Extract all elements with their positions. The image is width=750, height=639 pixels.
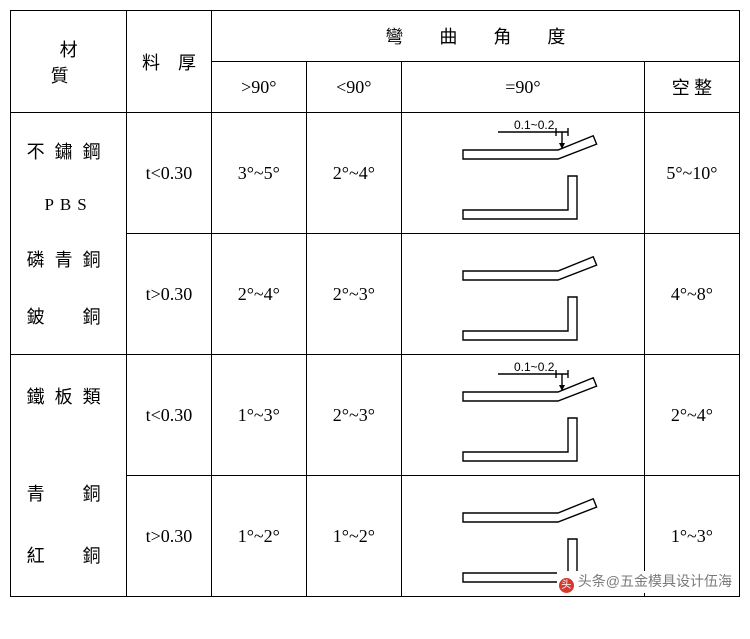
header-material: 材 質: [11, 11, 127, 113]
thickness-cell: t<0.30: [127, 113, 212, 234]
header-col-eq90: =90°: [401, 62, 644, 113]
svg-text:0.1~0.2: 0.1~0.2: [514, 118, 555, 132]
header-thickness: 料 厚: [127, 11, 212, 113]
diagram-cell: 0.1~0.2: [401, 113, 644, 234]
thickness-cell: t>0.30: [127, 476, 212, 597]
material-label: 鐵板類: [11, 383, 126, 409]
watermark-icon: 头: [559, 578, 574, 593]
value-gt90: 1°~3°: [211, 355, 306, 476]
svg-text:0.1~0.2: 0.1~0.2: [514, 360, 555, 374]
value-lt90: 2°~4°: [306, 113, 401, 234]
value-gt90: 3°~5°: [211, 113, 306, 234]
value-lt90: 1°~2°: [306, 476, 401, 597]
thickness-cell: t<0.30: [127, 355, 212, 476]
value-gt90: 1°~2°: [211, 476, 306, 597]
header-col-gt90: >90°: [211, 62, 306, 113]
watermark: 头头条@五金模具设计伍海: [557, 571, 734, 593]
value-lt90: 2°~3°: [306, 234, 401, 355]
value-lt90: 2°~3°: [306, 355, 401, 476]
material-label: 鈹 銅: [11, 303, 126, 329]
material-cell: 不鏽鋼 PBS 磷青銅 鈹 銅: [11, 113, 127, 355]
bend-angle-table: 材 質 料 厚 彎 曲 角 度 >90° <90° =90° 空 整 不鏽鋼 P…: [10, 10, 740, 597]
material-label: 紅 銅: [11, 542, 126, 568]
value-adj: 5°~10°: [644, 113, 739, 234]
value-gt90: 2°~4°: [211, 234, 306, 355]
value-adj: 2°~4°: [644, 355, 739, 476]
diagram-cell: 0.1~0.2: [401, 355, 644, 476]
header-col-lt90: <90°: [306, 62, 401, 113]
value-adj: 4°~8°: [644, 234, 739, 355]
material-cell: 鐵板類 青 銅 紅 銅: [11, 355, 127, 597]
header-bend-title: 彎 曲 角 度: [211, 11, 739, 62]
material-label: PBS: [11, 195, 126, 215]
header-col-adj: 空 整: [644, 62, 739, 113]
material-label: 不鏽鋼: [11, 138, 126, 164]
material-label: 青 銅: [11, 480, 126, 506]
thickness-cell: t>0.30: [127, 234, 212, 355]
material-label: 磷青銅: [11, 246, 126, 272]
diagram-cell: [401, 234, 644, 355]
